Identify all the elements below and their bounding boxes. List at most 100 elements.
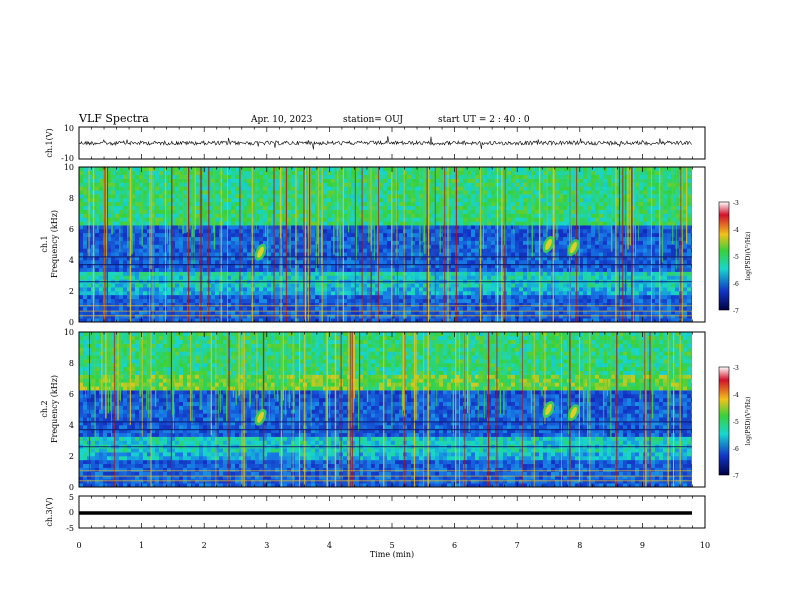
spectrogram-cell [283, 198, 288, 203]
spectrogram-cell [419, 217, 424, 222]
spectrogram-cell [179, 318, 184, 322]
spectrogram-cell [251, 209, 256, 214]
spectrogram-cell [287, 294, 292, 300]
spectrogram-cell [259, 302, 264, 307]
spectrogram-cell [243, 263, 248, 269]
spectrogram-cell [287, 205, 292, 210]
spectrogram-cell [547, 263, 552, 269]
spectrogram-cell [351, 310, 356, 315]
spectrogram-cell [387, 182, 392, 187]
spectrogram-cell [543, 221, 548, 226]
spectrogram-cell [271, 225, 276, 230]
spectrogram-cell [439, 201, 444, 207]
spectrogram-cell [447, 205, 452, 210]
spectrogram-cell [539, 283, 544, 288]
spectrogram-cell [211, 298, 216, 303]
spectrogram-cell [491, 271, 496, 276]
spectrogram-cell [215, 306, 220, 311]
spectrogram-cell [463, 260, 468, 265]
spectrogram-cell [419, 232, 424, 238]
spectrogram-cell [563, 221, 568, 226]
spectrogram-cell [95, 198, 100, 203]
spectrogram-cell [379, 236, 384, 241]
spectrogram-cell [499, 283, 504, 288]
spectrogram-cell [171, 260, 176, 265]
spectrogram-cell [87, 310, 92, 315]
spectrogram-cell [559, 283, 564, 288]
spectrogram-cell [199, 217, 204, 222]
spectrogram-cell [183, 294, 188, 300]
spectrogram-cell [167, 291, 172, 296]
spectrogram-cell [467, 167, 472, 172]
spectrogram-cell [507, 294, 512, 300]
spectrogram-cell [243, 287, 248, 292]
spectrogram-cell [339, 217, 344, 222]
spectrogram-cell [243, 186, 248, 191]
spectrogram-cell [227, 294, 232, 300]
spectrogram-cell [419, 178, 424, 183]
spectrogram-cell [215, 205, 220, 210]
spectrogram-cell [243, 283, 248, 288]
spectrogram-cell [131, 205, 136, 210]
spectrogram-cell [475, 294, 480, 300]
spectrogram-cell [403, 260, 408, 265]
spectrogram-cell [239, 236, 244, 241]
spectrogram-cell [451, 298, 456, 303]
spectrogram-cell [255, 174, 260, 179]
spectrogram-cell [351, 213, 356, 218]
spectrogram-cell [251, 287, 256, 292]
spectrogram-cell [527, 287, 532, 292]
spectrogram-cell [131, 201, 136, 207]
spectrogram-cell [155, 225, 160, 230]
spectrogram-cell [239, 240, 244, 245]
spectrogram-cell [327, 240, 332, 245]
spectrogram-cell [327, 225, 332, 230]
spectrogram-cell [487, 267, 492, 272]
spectrogram-cell [107, 236, 112, 241]
spectrogram-cell [391, 287, 396, 292]
spectrogram-cell [99, 283, 104, 288]
spectrogram-cell [467, 275, 472, 280]
spectrogram-cell [335, 302, 340, 307]
spectrogram-cell [499, 287, 504, 292]
spectrogram-cell [467, 221, 472, 226]
spectrogram-cell [475, 229, 480, 234]
spectrogram-cell [227, 217, 232, 222]
spectrogram-cell [355, 217, 360, 222]
spectrogram-cell [451, 302, 456, 307]
spectrogram-cell [191, 240, 196, 245]
spectrogram-cell [223, 229, 228, 234]
spectrogram-cell [375, 302, 380, 307]
spectrogram-cell [391, 217, 396, 222]
spectrogram-cell [235, 318, 240, 322]
spectrogram-cell [235, 294, 240, 300]
spectrogram-cell [463, 294, 468, 300]
spectrogram-cell [231, 244, 236, 249]
spectrogram-cell [447, 198, 452, 203]
spectrogram-cell [523, 205, 528, 210]
spectrogram-cell [327, 291, 332, 296]
spectrogram-cell [223, 240, 228, 245]
spectrogram-cell [83, 291, 88, 296]
spectrogram-cell [107, 194, 112, 199]
spectrogram-cell [523, 252, 528, 257]
spectrogram-cell [415, 178, 420, 183]
spectrogram-cell [559, 174, 564, 179]
spectrogram-cell [203, 310, 208, 315]
spectrogram-cell [267, 240, 272, 245]
spectrogram-cell [127, 252, 132, 257]
spectrogram-cell [331, 170, 336, 176]
spectrogram-cell [159, 186, 164, 191]
spectrogram-cell [275, 271, 280, 276]
spectrogram-cell [239, 294, 244, 300]
spectrogram-cell [363, 201, 368, 207]
spectrogram-cell [251, 217, 256, 222]
spectrogram-cell [543, 205, 548, 210]
spectrogram-cell [363, 310, 368, 315]
spectrogram-cell [107, 182, 112, 187]
spectrogram-cell [563, 318, 568, 322]
spectrogram-cell [563, 314, 568, 319]
spectrogram-cell [487, 263, 492, 269]
spectrogram-cell [247, 221, 252, 226]
spectrogram-cell [507, 170, 512, 176]
